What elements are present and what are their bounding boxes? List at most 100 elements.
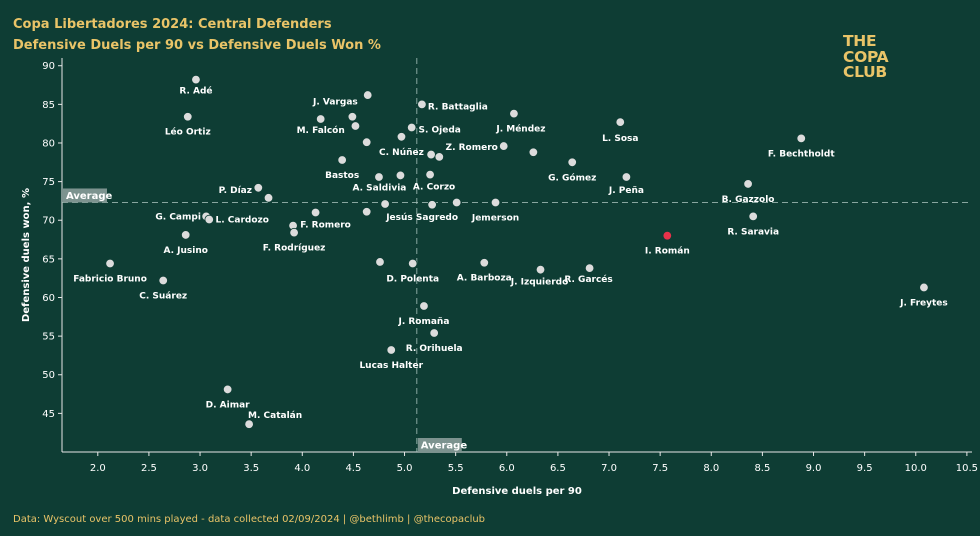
x-tick-label: 7.0 [601,463,617,474]
chart-subtitle: Defensive Duels per 90 vs Defensive Duel… [13,38,381,53]
player-point [425,169,435,180]
player-point [408,258,418,269]
player-point [490,197,501,208]
player-label: I. Román [645,247,690,257]
x-tick-label: 9.5 [857,463,873,474]
player-label: A. Jusino [163,246,207,256]
player-label: J. Méndez [495,124,545,135]
x-tick-label: 6.5 [550,463,566,474]
player-point [374,172,384,182]
player-point [621,172,632,182]
player-label: C. Núñez [379,148,424,158]
player-point [375,257,385,267]
x-tick-label: 3.5 [243,463,259,474]
player-label: L. Sosa [602,134,638,144]
player-point [181,230,191,240]
player-point [315,114,326,124]
x-tick-label: 4.5 [345,463,361,474]
player-point [310,207,321,218]
player-point [615,117,625,127]
player-point [204,214,214,225]
player-point [158,275,168,286]
player-label: Z. Romero [446,143,498,153]
player-label: G. Gómez [548,172,596,183]
player-point [395,170,406,181]
x-tick-label: 10.0 [905,463,927,474]
player-label: G. Campi [155,212,201,222]
player-point [419,301,429,311]
y-average-label: Average [66,191,113,202]
y-tick-label: 45 [42,409,55,420]
highlight-point [662,230,673,241]
player-label: Bastos [325,171,359,181]
player-point [222,384,233,395]
player-label: J. Freytes [899,298,948,308]
y-tick-label: 80 [42,138,55,149]
player-point [567,157,577,167]
player-label: A. Saldivia [352,183,406,193]
player-label: B. Gazzolo [722,195,775,205]
x-average-label-box [417,438,462,452]
player-label: D. Aimar [206,400,251,410]
player-label: R. Saravia [727,227,779,237]
player-label: L. Cardozo [216,215,269,225]
player-point [386,345,396,355]
x-tick-label: 5.5 [448,463,464,474]
x-tick-label: 4.0 [294,463,310,474]
player-label: J. Peña [608,186,644,196]
y-tick-label: 60 [42,293,55,304]
player-point [451,197,462,208]
player-point [253,183,264,193]
player-point [289,227,299,238]
player-point [743,179,753,189]
player-point [426,149,436,160]
player-point [499,141,509,151]
player-point [337,155,347,165]
player-point [406,122,417,133]
player-point [796,133,806,144]
player-label: Léo Ortiz [165,127,211,138]
logo-line: CLUB [843,63,887,81]
player-label: S. Ojeda [418,126,460,136]
player-label: M. Catalán [248,411,302,421]
logo-line: COPA [843,47,889,66]
player-label: F. Rodríguez [263,244,326,254]
player-point [191,74,201,85]
y-tick-label: 85 [42,100,55,111]
y-tick-label: 90 [42,61,55,72]
x-tick-label: 6.0 [499,463,515,474]
player-point [535,264,546,275]
player-label: F. Romero [300,221,351,231]
player-label: P. Díaz [219,186,252,196]
player-point [434,152,444,162]
x-tick-label: 2.5 [141,463,157,474]
player-label: Jemerson [471,213,519,223]
copa-club-logo: THE COPA CLUB [843,32,889,81]
player-point [350,121,361,131]
x-tick-label: 9.0 [806,463,822,474]
player-point [429,328,439,338]
player-label: R. Orihuela [406,344,463,354]
logo-line: THE [843,32,877,50]
player-label: Jesús Sagredo [385,213,458,223]
player-label: R. Adé [179,86,212,97]
x-tick-label: 10.5 [956,463,978,474]
player-point [919,282,929,293]
player-point [528,147,539,157]
player-point [396,132,407,142]
player-label: A. Corzo [413,183,455,193]
x-axis-title: Defensive duels per 90 [452,486,582,497]
player-point [347,112,358,122]
player-label: Lucas Halter [359,361,423,371]
x-tick-label: 2.0 [90,463,106,474]
player-label: A. Barboza [457,274,512,284]
player-point [361,137,372,147]
y-tick-label: 75 [42,177,55,188]
player-label: F. Bechtholdt [768,149,836,159]
x-tick-label: 8.0 [703,463,719,474]
footer-credit: Data: Wyscout over 500 mins played - dat… [13,514,486,525]
player-label: J. Vargas [312,98,358,108]
player-label: R. Garcés [564,274,612,285]
player-point [509,108,519,119]
